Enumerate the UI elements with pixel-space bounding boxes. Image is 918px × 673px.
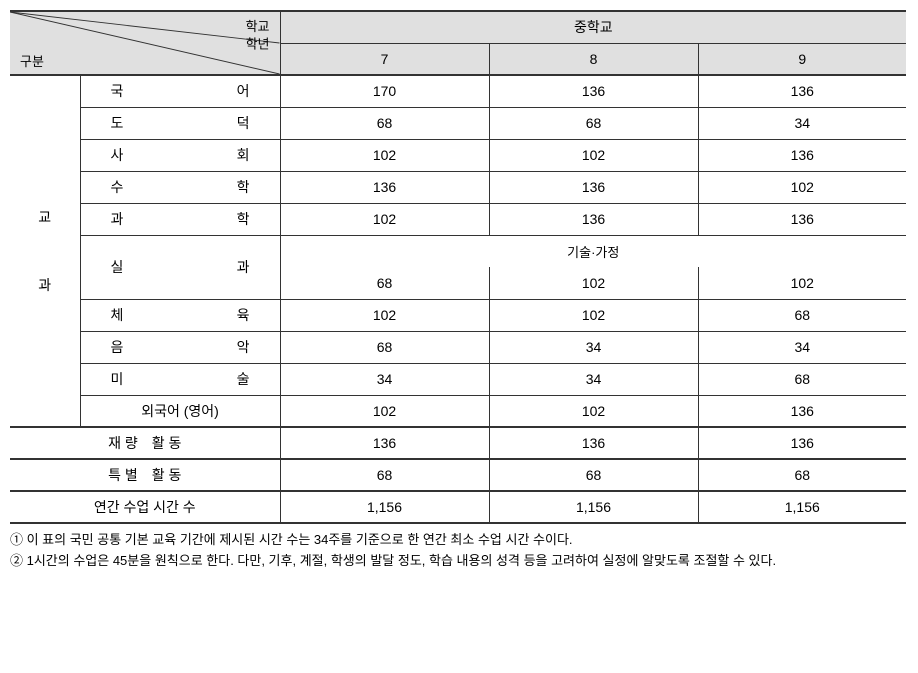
music-8: 34 — [489, 331, 698, 363]
curriculum-table: 학교 학년 구분 중학교 7 8 9 교 과 국 어 170 136 136 도… — [10, 10, 906, 524]
discretionary-8: 136 — [489, 427, 698, 459]
subject-morals-label: 도 덕 — [80, 107, 280, 139]
row-social: 사 회 102 102 136 — [10, 139, 906, 171]
art-7: 34 — [280, 363, 489, 395]
discretionary-9: 136 — [698, 427, 906, 459]
korean-7: 170 — [280, 75, 489, 107]
subject-practical-label: 실 과 — [80, 235, 280, 299]
grade-9-header: 9 — [698, 43, 906, 75]
grade-7-header: 7 — [280, 43, 489, 75]
korean-8: 136 — [489, 75, 698, 107]
social-8: 102 — [489, 139, 698, 171]
row-group-char-2: 과 — [38, 277, 51, 293]
row-group-char-1: 교 — [38, 209, 51, 225]
special-9: 68 — [698, 459, 906, 491]
subject-music-label: 음 악 — [80, 331, 280, 363]
subject-art-label: 미 술 — [80, 363, 280, 395]
science-8: 136 — [489, 203, 698, 235]
math-9: 102 — [698, 171, 906, 203]
math-8: 136 — [489, 171, 698, 203]
foreign-8: 102 — [489, 395, 698, 427]
korean-9: 136 — [698, 75, 906, 107]
header-diagonal-cell: 학교 학년 구분 — [10, 11, 280, 75]
math-7: 136 — [280, 171, 489, 203]
school-label: 학교 — [246, 16, 270, 35]
row-total: 연간 수업 시간 수 1,156 1,156 1,156 — [10, 491, 906, 523]
subject-pe-label: 체 육 — [80, 299, 280, 331]
subject-math-label: 수 학 — [80, 171, 280, 203]
total-9: 1,156 — [698, 491, 906, 523]
row-art: 미 술 34 34 68 — [10, 363, 906, 395]
morals-7: 68 — [280, 107, 489, 139]
row-science: 과 학 102 136 136 — [10, 203, 906, 235]
special-label: 특 별 활 동 — [10, 459, 280, 491]
pe-8: 102 — [489, 299, 698, 331]
subject-social-label: 사 회 — [80, 139, 280, 171]
subject-science-label: 과 학 — [80, 203, 280, 235]
practical-subheader: 기술·가정 — [280, 235, 906, 267]
special-7: 68 — [280, 459, 489, 491]
pe-7: 102 — [280, 299, 489, 331]
foreign-7: 102 — [280, 395, 489, 427]
row-music: 음 악 68 34 34 — [10, 331, 906, 363]
footnote-1: ① 이 표의 국민 공통 기본 교육 기간에 제시된 시간 수는 34주를 기준… — [10, 530, 906, 551]
row-practical-header: 실 과 기술·가정 — [10, 235, 906, 267]
row-special: 특 별 활 동 68 68 68 — [10, 459, 906, 491]
subject-korean-label: 국 어 — [80, 75, 280, 107]
row-discretionary: 재 량 활 동 136 136 136 — [10, 427, 906, 459]
grade-label: 학년 — [246, 34, 270, 53]
diagonal-lines — [10, 12, 280, 74]
total-8: 1,156 — [489, 491, 698, 523]
social-7: 102 — [280, 139, 489, 171]
science-7: 102 — [280, 203, 489, 235]
foreign-9: 136 — [698, 395, 906, 427]
music-7: 68 — [280, 331, 489, 363]
pe-9: 68 — [698, 299, 906, 331]
discretionary-7: 136 — [280, 427, 489, 459]
school-type-header: 중학교 — [280, 11, 906, 43]
row-foreign: 외국어 (영어) 102 102 136 — [10, 395, 906, 427]
art-9: 68 — [698, 363, 906, 395]
row-pe: 체 육 102 102 68 — [10, 299, 906, 331]
header-row-1: 학교 학년 구분 중학교 — [10, 11, 906, 43]
art-8: 34 — [489, 363, 698, 395]
science-9: 136 — [698, 203, 906, 235]
special-8: 68 — [489, 459, 698, 491]
row-morals: 도 덕 68 68 34 — [10, 107, 906, 139]
row-math: 수 학 136 136 102 — [10, 171, 906, 203]
row-korean: 교 과 국 어 170 136 136 — [10, 75, 906, 107]
footnotes: ① 이 표의 국민 공통 기본 교육 기간에 제시된 시간 수는 34주를 기준… — [10, 530, 906, 572]
practical-9: 102 — [698, 267, 906, 299]
music-9: 34 — [698, 331, 906, 363]
practical-7: 68 — [280, 267, 489, 299]
social-9: 136 — [698, 139, 906, 171]
row-group-label: 교 과 — [10, 75, 80, 427]
footnote-2: ② 1시간의 수업은 45분을 원칙으로 한다. 다만, 기후, 계절, 학생의… — [10, 551, 906, 572]
subject-foreign-label: 외국어 (영어) — [80, 395, 280, 427]
morals-9: 34 — [698, 107, 906, 139]
total-7: 1,156 — [280, 491, 489, 523]
practical-8: 102 — [489, 267, 698, 299]
total-label: 연간 수업 시간 수 — [10, 491, 280, 523]
morals-8: 68 — [489, 107, 698, 139]
discretionary-label: 재 량 활 동 — [10, 427, 280, 459]
grade-8-header: 8 — [489, 43, 698, 75]
category-label: 구분 — [20, 51, 44, 70]
